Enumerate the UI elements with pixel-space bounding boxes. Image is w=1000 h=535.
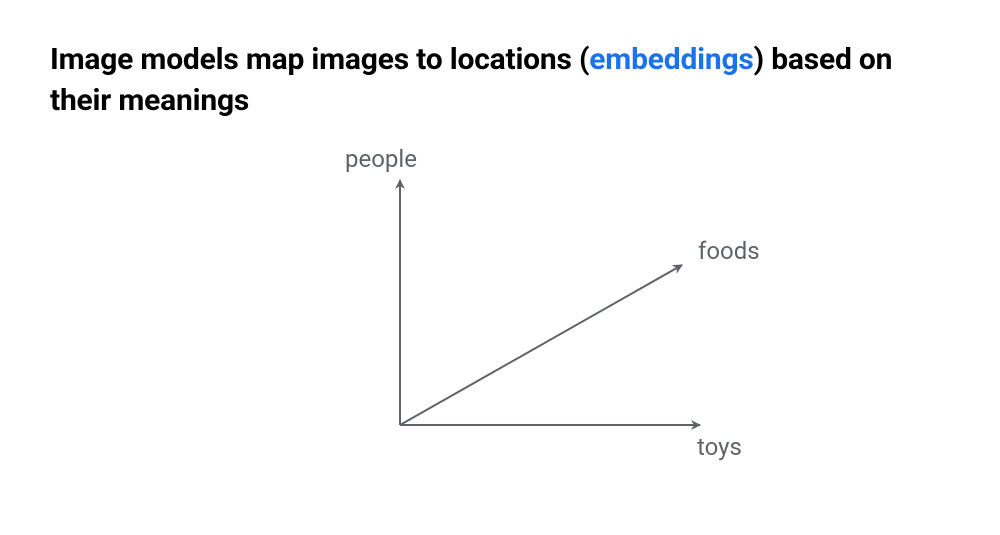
slide-title: Image models map images to locations (em… xyxy=(50,40,950,121)
vector-axes-svg xyxy=(300,155,800,515)
axis-arrow-foods xyxy=(400,265,682,425)
title-part1: Image models map images to locations ( xyxy=(50,42,589,77)
slide-container: Image models map images to locations (em… xyxy=(0,0,1000,535)
axis-label-people: people xyxy=(345,145,417,173)
title-highlight: embeddings xyxy=(589,42,753,77)
embedding-diagram: peoplefoodstoys xyxy=(300,155,800,515)
axis-label-toys: toys xyxy=(697,433,742,461)
axis-label-foods: foods xyxy=(698,237,760,265)
